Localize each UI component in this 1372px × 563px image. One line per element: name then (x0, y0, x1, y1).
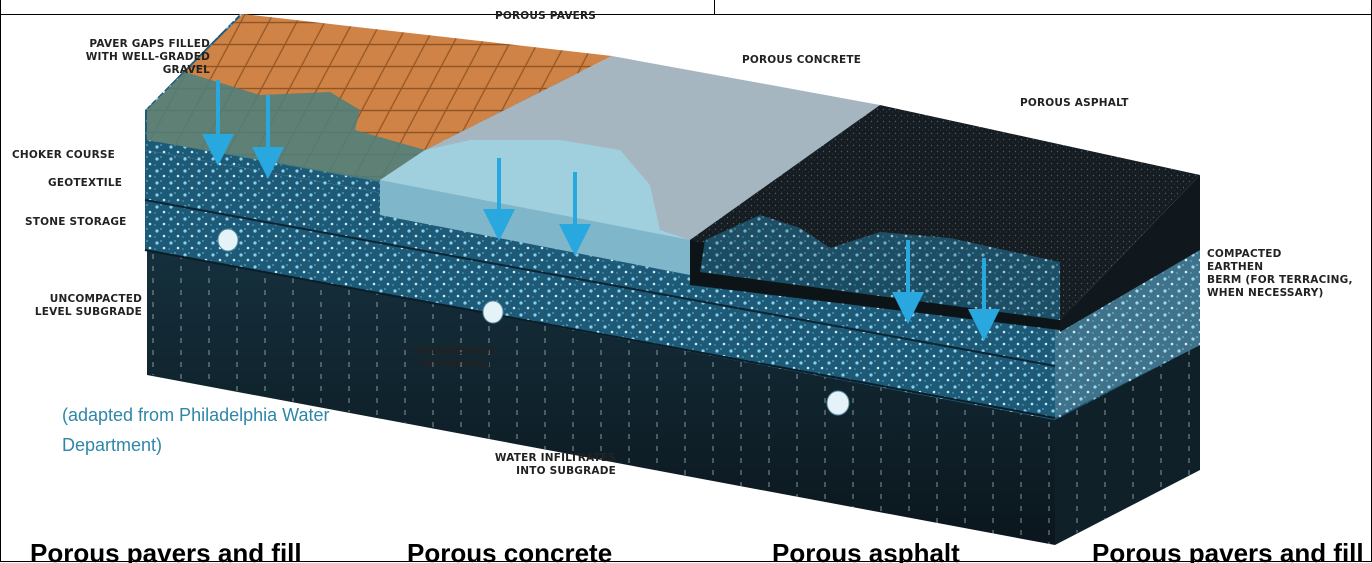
label-uncompacted-subgrade: UNCOMPACTED LEVEL SUBGRADE (34, 293, 142, 318)
bottom-caption-1: Porous pavers and fill (30, 538, 302, 563)
label-compacted-berm: COMPACTED EARTHEN BERM (FOR TERRACING, W… (1207, 248, 1353, 299)
bottom-caption-2: Porous concrete (407, 538, 613, 563)
label-underdrain: UNDERDRAIN (OPTIONAL) (414, 345, 495, 370)
asphalt-side-face (1060, 175, 1200, 332)
label-porous-pavers: POROUS PAVERS (495, 10, 597, 22)
stone-storage-side-face (1055, 245, 1200, 420)
concrete-front-edge (380, 180, 690, 275)
label-stone-storage: STONE STORAGE (25, 216, 127, 228)
source-credit: (adapted from Philadelphia Water Departm… (62, 405, 330, 455)
stone-storage-front-face (145, 150, 1055, 420)
label-geotextile: GEOTEXTILE (48, 177, 123, 189)
geotextile-line (144, 199, 1056, 367)
label-porous-concrete: POROUS CONCRETE (742, 54, 862, 66)
underdrain-pipes (217, 228, 850, 416)
asphalt-stone-reveal (700, 215, 1060, 320)
label-porous-asphalt: POROUS ASPHALT (1020, 97, 1129, 109)
bottom-caption-3: Porous asphalt (772, 538, 960, 563)
label-choker-course: CHOKER COURSE (12, 149, 116, 161)
label-paver-gaps: PAVER GAPS FILLED WITH WELL-GRADED GRAVE… (85, 38, 210, 76)
bottom-caption-4: Porous pavers and fill (1092, 538, 1362, 563)
table-divider (714, 0, 715, 14)
label-water-infiltrates: WATER INFILTRATES INTO SUBGRADE (494, 452, 616, 477)
water-arrows (202, 80, 1000, 341)
table-rule (0, 14, 1372, 15)
